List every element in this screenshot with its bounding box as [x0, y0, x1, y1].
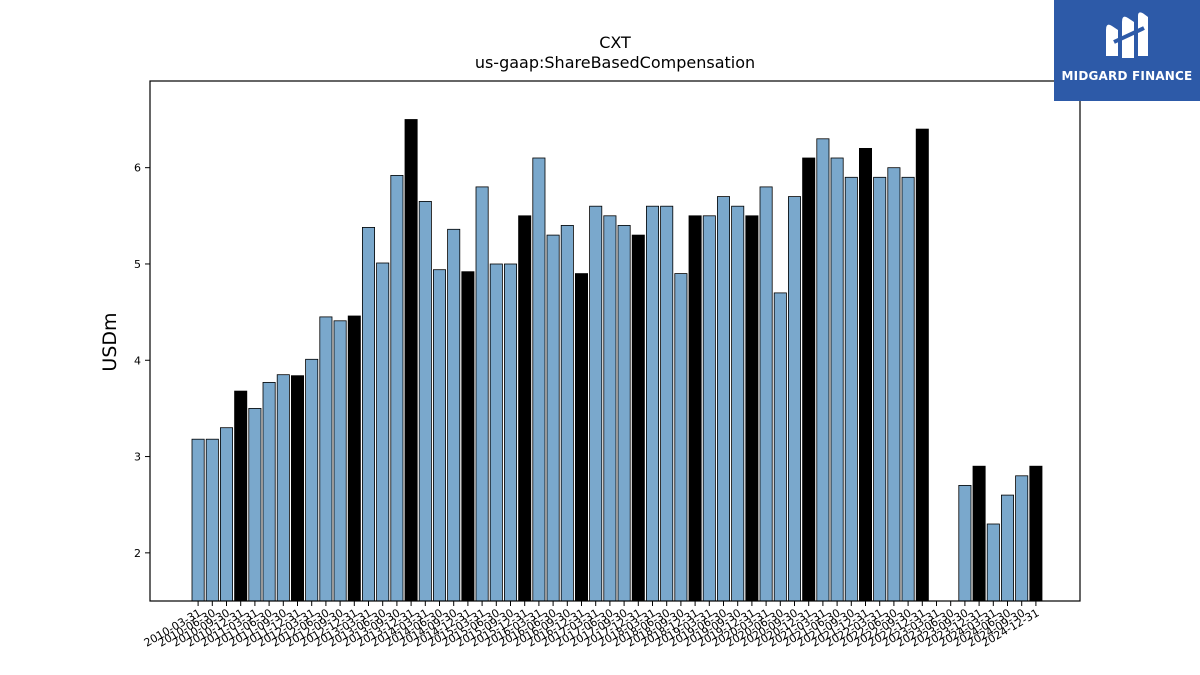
y-tick-label-5: 5 [134, 258, 141, 271]
bars-group [191, 119, 1043, 602]
bar-2014-12-31 [461, 271, 475, 602]
bar-2020-09-30 [788, 196, 802, 602]
bar-2022-12-31 [915, 128, 929, 602]
plot-frame [149, 80, 1081, 602]
bar-2018-06-30 [660, 205, 674, 602]
bar-2018-03-31 [646, 205, 660, 602]
bar-2018-12-31 [688, 215, 702, 602]
bar-2013-06-30 [376, 262, 390, 602]
bar-2024-06-30 [1001, 494, 1015, 602]
bar-2020-12-31 [802, 157, 816, 602]
bar-2017-09-30 [617, 224, 631, 602]
bar-2010-03-31 [191, 438, 205, 602]
bar-2014-09-30 [447, 228, 461, 602]
bar-2021-09-30 [844, 176, 858, 602]
bar-2023-12-31 [972, 465, 986, 602]
bar-2013-03-31 [361, 226, 375, 602]
bar-2011-12-31 [290, 375, 304, 602]
chart-title: CXT [599, 33, 631, 52]
bar-2017-06-30 [603, 215, 617, 602]
bar-2016-06-30 [546, 234, 560, 602]
bar-2010-06-30 [205, 438, 219, 602]
bar-2023-09-30 [958, 484, 972, 602]
bar-2012-06-30 [319, 316, 333, 602]
y-tick-label-3: 3 [134, 451, 141, 464]
midgard-logo-icon [1106, 12, 1148, 59]
bar-2018-09-30 [674, 273, 688, 602]
bar-2020-03-31 [759, 186, 773, 602]
bar-2024-12-31 [1029, 465, 1043, 602]
bar-2015-03-31 [475, 186, 489, 602]
bar-2022-06-30 [887, 167, 901, 602]
brand-logo: MIDGARD FINANCE [1054, 0, 1200, 101]
y-axis-label: USDm [99, 312, 121, 371]
y-axis: 2 3 4 5 6 [134, 162, 150, 560]
bar-2024-09-30 [1015, 475, 1029, 602]
bar-2017-03-31 [589, 205, 603, 602]
bar-2021-03-31 [816, 138, 830, 602]
x-axis: 2010-03-312010-06-302010-09-302010-12-31… [142, 601, 1041, 650]
bar-2016-12-31 [575, 273, 589, 602]
bar-2015-06-30 [489, 263, 503, 602]
bar-2022-09-30 [901, 176, 915, 602]
bar-2016-09-30 [560, 224, 574, 602]
bar-2019-03-31 [702, 215, 716, 602]
y-tick-label-6: 6 [134, 162, 141, 175]
bar-2016-03-31 [532, 157, 546, 602]
bar-2010-09-30 [219, 427, 233, 602]
bar-2013-12-31 [404, 119, 418, 602]
y-tick-label-4: 4 [134, 354, 141, 367]
bar-2014-06-30 [432, 269, 446, 602]
bar-2012-03-31 [305, 358, 319, 602]
bar-2024-03-31 [986, 523, 1000, 602]
logo-text: MIDGARD FINANCE [1061, 69, 1193, 83]
bar-2015-12-31 [518, 215, 532, 602]
bar-2011-03-31 [248, 407, 262, 602]
bar-2010-12-31 [234, 390, 248, 602]
bar-2012-09-30 [333, 320, 347, 602]
bar-2021-06-30 [830, 157, 844, 602]
bar-2020-06-30 [773, 292, 787, 602]
bar-2013-09-30 [390, 174, 404, 602]
bar-2021-12-31 [859, 147, 873, 602]
bar-2019-06-30 [717, 196, 731, 602]
chart-subtitle: us-gaap:ShareBasedCompensation [475, 53, 755, 72]
bar-2019-09-30 [731, 205, 745, 602]
bar-2017-12-31 [631, 234, 645, 602]
bar-2015-09-30 [503, 263, 517, 602]
bar-2022-03-31 [873, 176, 887, 602]
bar-2019-12-31 [745, 215, 759, 602]
bar-2014-03-31 [418, 200, 432, 602]
bar-2011-06-30 [262, 381, 276, 602]
bar-2011-09-30 [276, 374, 290, 602]
bar-2012-12-31 [347, 315, 361, 602]
y-tick-label-2: 2 [134, 547, 141, 560]
